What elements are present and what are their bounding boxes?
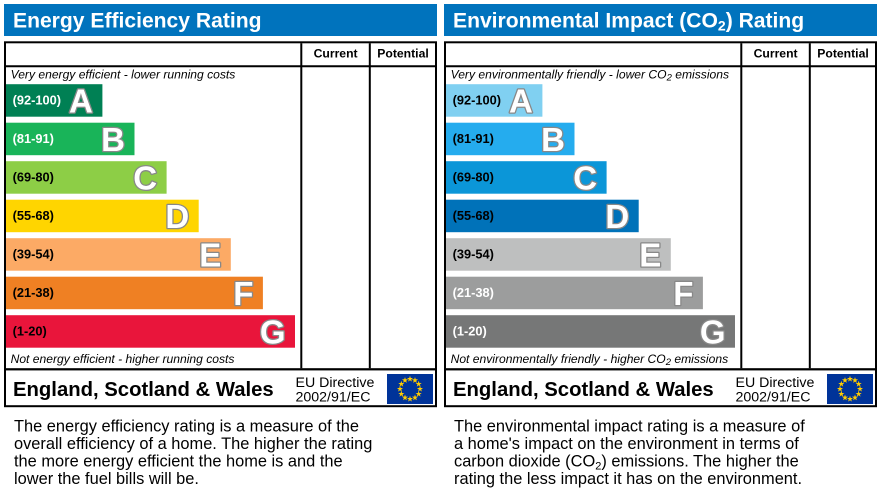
svg-text:(39-54): (39-54) [453, 247, 494, 262]
svg-text:(81-91): (81-91) [453, 131, 494, 146]
svg-text:(81-91): (81-91) [13, 131, 54, 146]
svg-text:Environmental Impact (CO2) Rat: Environmental Impact (CO2) Rating [453, 10, 804, 34]
svg-text:(69-80): (69-80) [13, 170, 54, 185]
svg-text:B: B [541, 121, 565, 158]
svg-text:G: G [700, 314, 726, 351]
svg-text:A: A [69, 83, 93, 120]
svg-text:F: F [233, 275, 253, 312]
svg-text:Current: Current [314, 47, 358, 61]
svg-text:EU Directive: EU Directive [736, 375, 815, 391]
svg-text:EU Directive: EU Directive [296, 375, 375, 391]
svg-text:Not environmentally friendly -: Not environmentally friendly - higher CO… [451, 352, 729, 368]
svg-text:(92-100): (92-100) [453, 93, 501, 108]
svg-text:rating the less impact it has: rating the less impact it has on the env… [454, 470, 802, 488]
svg-text:2002/91/EC: 2002/91/EC [736, 390, 811, 406]
svg-text:C: C [133, 160, 157, 197]
svg-text:Potential: Potential [817, 47, 868, 61]
svg-text:G: G [260, 314, 286, 351]
svg-text:England, Scotland & Wales: England, Scotland & Wales [453, 379, 714, 401]
svg-text:B: B [101, 121, 125, 158]
svg-text:Potential: Potential [377, 47, 428, 61]
svg-text:The energy efficiency rating i: The energy efficiency rating is a measur… [14, 418, 359, 436]
svg-text:lower the fuel bills will be.: lower the fuel bills will be. [14, 470, 199, 488]
svg-text:(55-68): (55-68) [453, 208, 494, 223]
svg-text:D: D [605, 198, 629, 235]
svg-text:E: E [639, 237, 661, 274]
svg-text:(92-100): (92-100) [13, 93, 61, 108]
svg-text:(1-20): (1-20) [453, 324, 487, 339]
svg-text:The environmental impact ratin: The environmental impact rating is a mea… [454, 418, 805, 436]
svg-text:Energy Efficiency Rating: Energy Efficiency Rating [13, 10, 262, 33]
svg-text:England, Scotland & Wales: England, Scotland & Wales [13, 379, 274, 401]
svg-text:E: E [199, 237, 221, 274]
svg-text:(21-38): (21-38) [13, 285, 54, 300]
svg-text:Current: Current [754, 47, 798, 61]
svg-text:carbon dioxide (CO2) emissions: carbon dioxide (CO2) emissions. The high… [454, 453, 799, 473]
svg-text:(55-68): (55-68) [13, 208, 54, 223]
svg-text:Very environmentally friendly: Very environmentally friendly - lower CO… [451, 67, 729, 83]
svg-text:(39-54): (39-54) [13, 247, 54, 262]
svg-text:the more energy efficient the: the more energy efficient the home is an… [14, 453, 343, 471]
svg-text:overall efficiency of a home.: overall efficiency of a home. The higher… [14, 435, 372, 453]
svg-text:Not energy efficient - higher: Not energy efficient - higher running co… [11, 352, 235, 366]
svg-text:2002/91/EC: 2002/91/EC [296, 390, 371, 406]
svg-text:D: D [165, 198, 189, 235]
svg-text:a home's impact on the environ: a home's impact on the environment in te… [454, 435, 799, 453]
svg-text:(69-80): (69-80) [453, 170, 494, 185]
svg-text:A: A [509, 83, 533, 120]
svg-text:(1-20): (1-20) [13, 324, 47, 339]
svg-text:F: F [673, 275, 693, 312]
svg-text:C: C [573, 160, 597, 197]
svg-text:(21-38): (21-38) [453, 285, 494, 300]
svg-text:Very energy efficient - lower: Very energy efficient - lower running co… [11, 67, 236, 81]
